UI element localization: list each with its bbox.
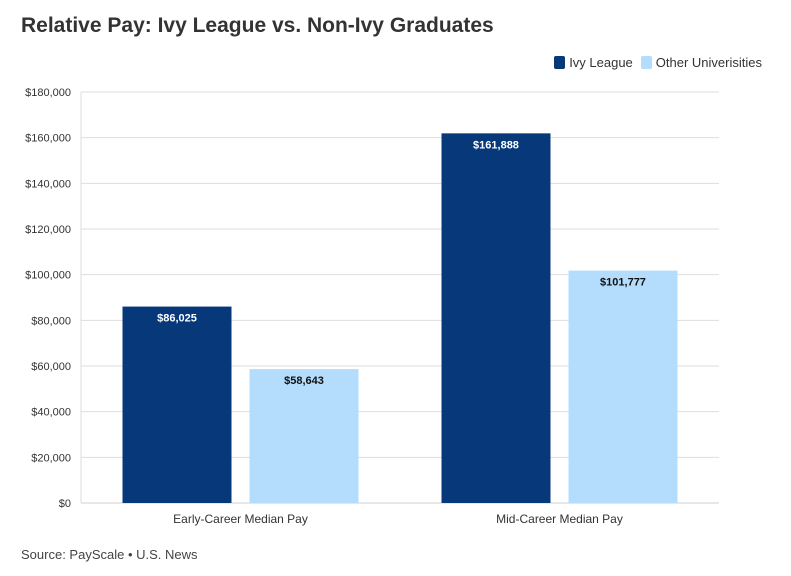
data-label: $58,643 [284,375,324,387]
y-tick-label: $160,000 [25,133,71,145]
y-tick-label: $60,000 [31,361,71,373]
legend-label-ivy-league: Ivy League [569,55,633,70]
x-tick-label: Mid-Career Median Pay [496,512,623,526]
bar-ivy-league [122,306,232,503]
data-label: $101,777 [600,277,646,289]
bar-other-universities [249,369,359,503]
y-tick-label: $20,000 [31,452,71,464]
y-tick-label: $120,000 [25,224,71,236]
bar-ivy-league [441,133,551,504]
data-label: $161,888 [473,139,519,151]
y-tick-label: $40,000 [31,407,71,419]
bar-chart: $0 $20,000 $40,000 $60,000 $80,000 $100,000 $1… [25,87,719,526]
bar-other-universities [568,270,678,503]
y-tick-label: $180,000 [25,87,71,99]
y-tick-label: $80,000 [31,315,71,327]
legend-label-other-universities: Other Univerisities [655,55,762,70]
legend-item-ivy-league[interactable]: Ivy League [554,55,633,70]
y-tick-label: $100,000 [25,270,71,282]
x-tick-label: Early-Career Median Pay [173,512,308,526]
data-label: $86,025 [157,313,197,325]
legend-swatch-ivy-league [554,56,566,69]
y-tick-label: $140,000 [25,178,71,190]
chart-legend: Ivy League Other Univerisities [546,55,762,70]
legend-swatch-other-universities [640,56,652,69]
source-note: Source: PayScale • U.S. News [21,547,198,562]
y-tick-label: $0 [59,498,71,510]
chart-title: Relative Pay: Ivy League vs. Non-Ivy Gra… [21,14,494,37]
legend-item-other-universities[interactable]: Other Univerisities [640,55,762,70]
